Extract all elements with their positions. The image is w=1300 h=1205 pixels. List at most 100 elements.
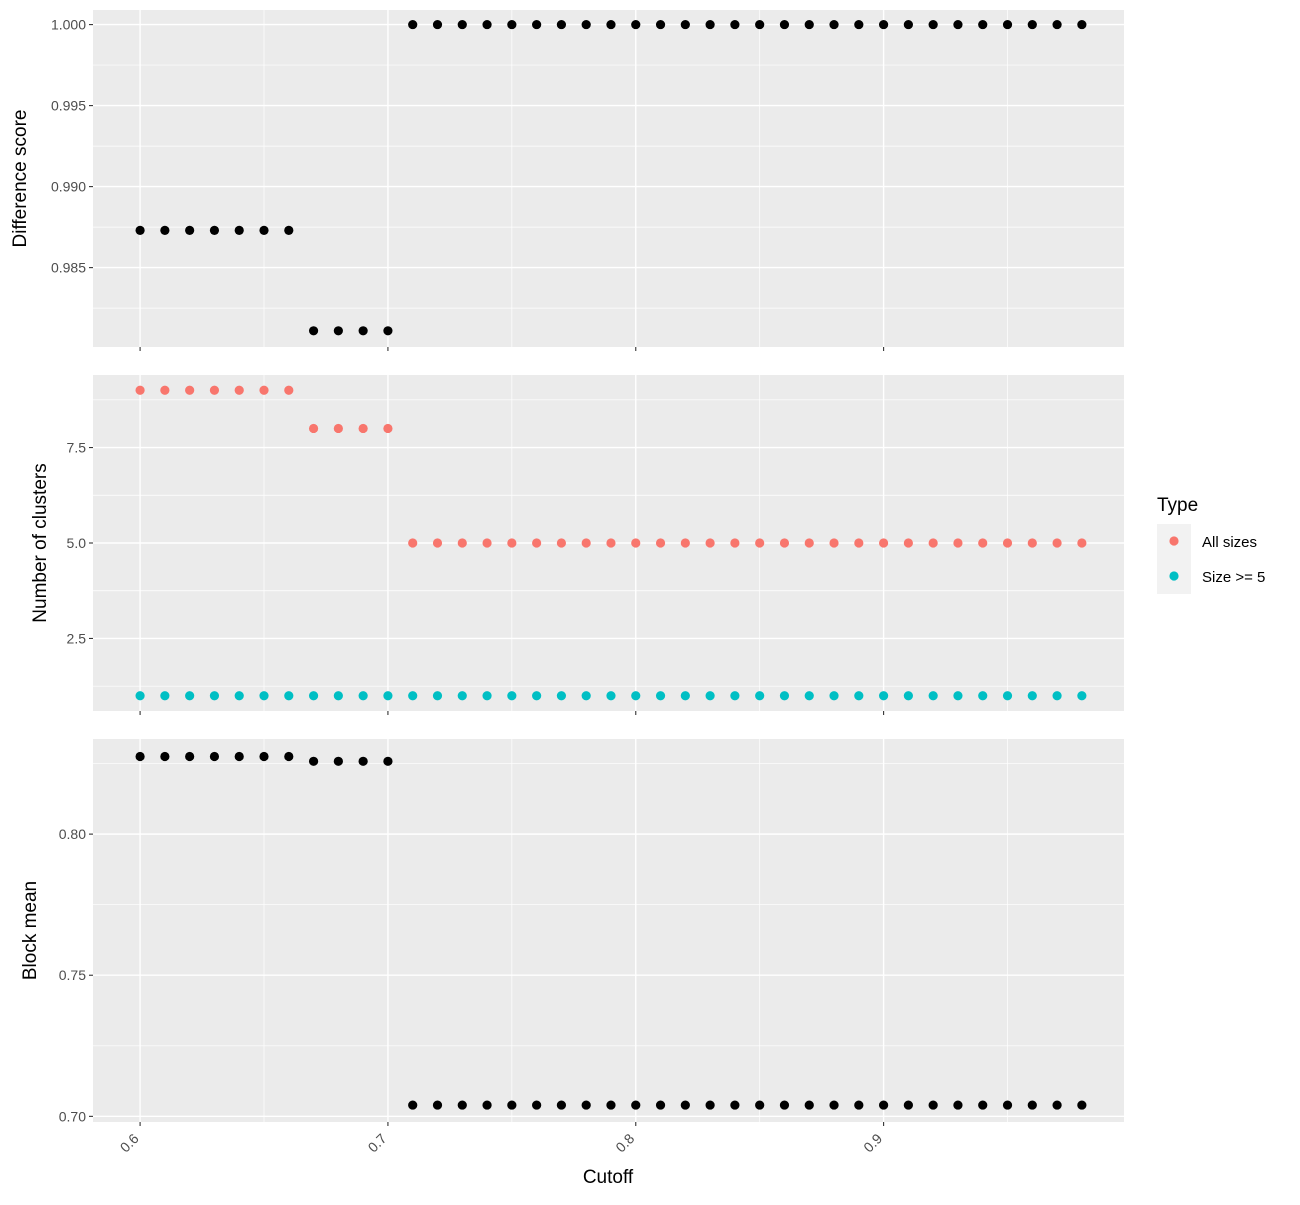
- x-tick-label: 0.7: [365, 1130, 390, 1155]
- data-point: [581, 19, 591, 30]
- data-point: [804, 19, 814, 30]
- data-point: [854, 19, 864, 30]
- data-point: [655, 1100, 666, 1110]
- legend-items: All sizes Size >= 5: [1157, 524, 1265, 594]
- legend-item: All sizes: [1157, 524, 1257, 559]
- data-point: [1077, 19, 1087, 30]
- data-point: [953, 691, 963, 701]
- data-point: [135, 751, 145, 762]
- data-point: [829, 1100, 839, 1110]
- data-point: [804, 691, 814, 701]
- legend: Type All sizes Size >= 5: [1157, 495, 1265, 594]
- data-point: [705, 19, 715, 30]
- data-point: [878, 19, 889, 30]
- data-point: [1027, 538, 1037, 548]
- data-point: [953, 1100, 963, 1110]
- data-point: [606, 1100, 616, 1110]
- data-point: [1052, 691, 1062, 701]
- data-point: [1002, 1100, 1013, 1110]
- data-point: [1002, 538, 1013, 548]
- data-point: [655, 538, 666, 548]
- data-point: [135, 385, 145, 395]
- data-point: [755, 1100, 765, 1110]
- data-point: [1027, 19, 1037, 30]
- data-point: [358, 423, 368, 434]
- data-point: [234, 385, 244, 395]
- data-point: [333, 326, 343, 336]
- data-point: [482, 19, 492, 30]
- legend-label: Size >= 5: [1202, 569, 1265, 586]
- data-point: [978, 538, 988, 548]
- data-point: [507, 1100, 517, 1110]
- data-point: [284, 225, 294, 235]
- data-point: [308, 691, 319, 701]
- data-point: [829, 538, 839, 548]
- panel-background: [93, 10, 1124, 347]
- x-tick-label: 0.6: [117, 1130, 142, 1155]
- data-point: [160, 225, 170, 235]
- data-point: [383, 326, 393, 336]
- legend-key-dot: [1169, 571, 1179, 581]
- data-point: [1052, 1100, 1062, 1110]
- data-point: [1002, 19, 1013, 30]
- data-point: [1052, 19, 1062, 30]
- data-point: [755, 19, 765, 30]
- data-point: [507, 691, 517, 701]
- data-point: [755, 538, 765, 548]
- series-1-points: [135, 385, 1087, 548]
- data-point: [1027, 1100, 1037, 1110]
- data-point: [482, 691, 492, 701]
- series-1-points: [135, 751, 1087, 1110]
- data-point: [953, 538, 963, 548]
- data-point: [556, 538, 567, 548]
- y-tick-label: 0.990: [51, 179, 86, 195]
- data-point: [432, 691, 443, 701]
- data-point: [160, 385, 170, 395]
- legend-item: Size >= 5: [1157, 559, 1265, 594]
- data-point: [160, 751, 170, 762]
- data-point: [581, 691, 591, 701]
- data-point: [1077, 1100, 1087, 1110]
- data-point: [779, 19, 790, 30]
- data-point: [903, 691, 913, 701]
- data-point: [308, 423, 319, 434]
- data-point: [383, 691, 393, 701]
- data-point: [408, 691, 418, 701]
- panels-layer: 0.985 0.990 0.995 1.000 Difference score 2.5 5…: [10, 10, 1124, 1155]
- data-point: [532, 19, 542, 30]
- data-point: [705, 1100, 715, 1110]
- data-point: [655, 19, 666, 30]
- data-point: [606, 691, 616, 701]
- data-point: [655, 691, 666, 701]
- data-point: [705, 691, 715, 701]
- data-point: [730, 1100, 740, 1110]
- data-point: [779, 1100, 790, 1110]
- y-tick-label: 0.985: [51, 260, 86, 276]
- data-point: [928, 691, 938, 701]
- data-point: [160, 691, 170, 701]
- data-point: [482, 1100, 492, 1110]
- y-tick-label: 0.75: [59, 967, 86, 983]
- data-point: [457, 538, 467, 548]
- data-point: [284, 751, 294, 762]
- data-point: [432, 19, 443, 30]
- data-point: [779, 538, 790, 548]
- data-point: [308, 756, 319, 766]
- data-point: [209, 385, 220, 395]
- data-point: [829, 19, 839, 30]
- data-point: [333, 423, 343, 434]
- x-tick-label: 0.9: [860, 1130, 885, 1155]
- data-point: [507, 538, 517, 548]
- data-point: [631, 691, 641, 701]
- data-point: [408, 538, 418, 548]
- data-point: [185, 691, 195, 701]
- data-point: [209, 751, 220, 762]
- y-tick-label: 1.000: [51, 17, 86, 33]
- data-point: [432, 1100, 443, 1110]
- y-tick-label: 7.5: [67, 440, 87, 456]
- data-point: [457, 19, 467, 30]
- legend-label: All sizes: [1202, 534, 1257, 551]
- data-point: [730, 538, 740, 548]
- data-point: [978, 19, 988, 30]
